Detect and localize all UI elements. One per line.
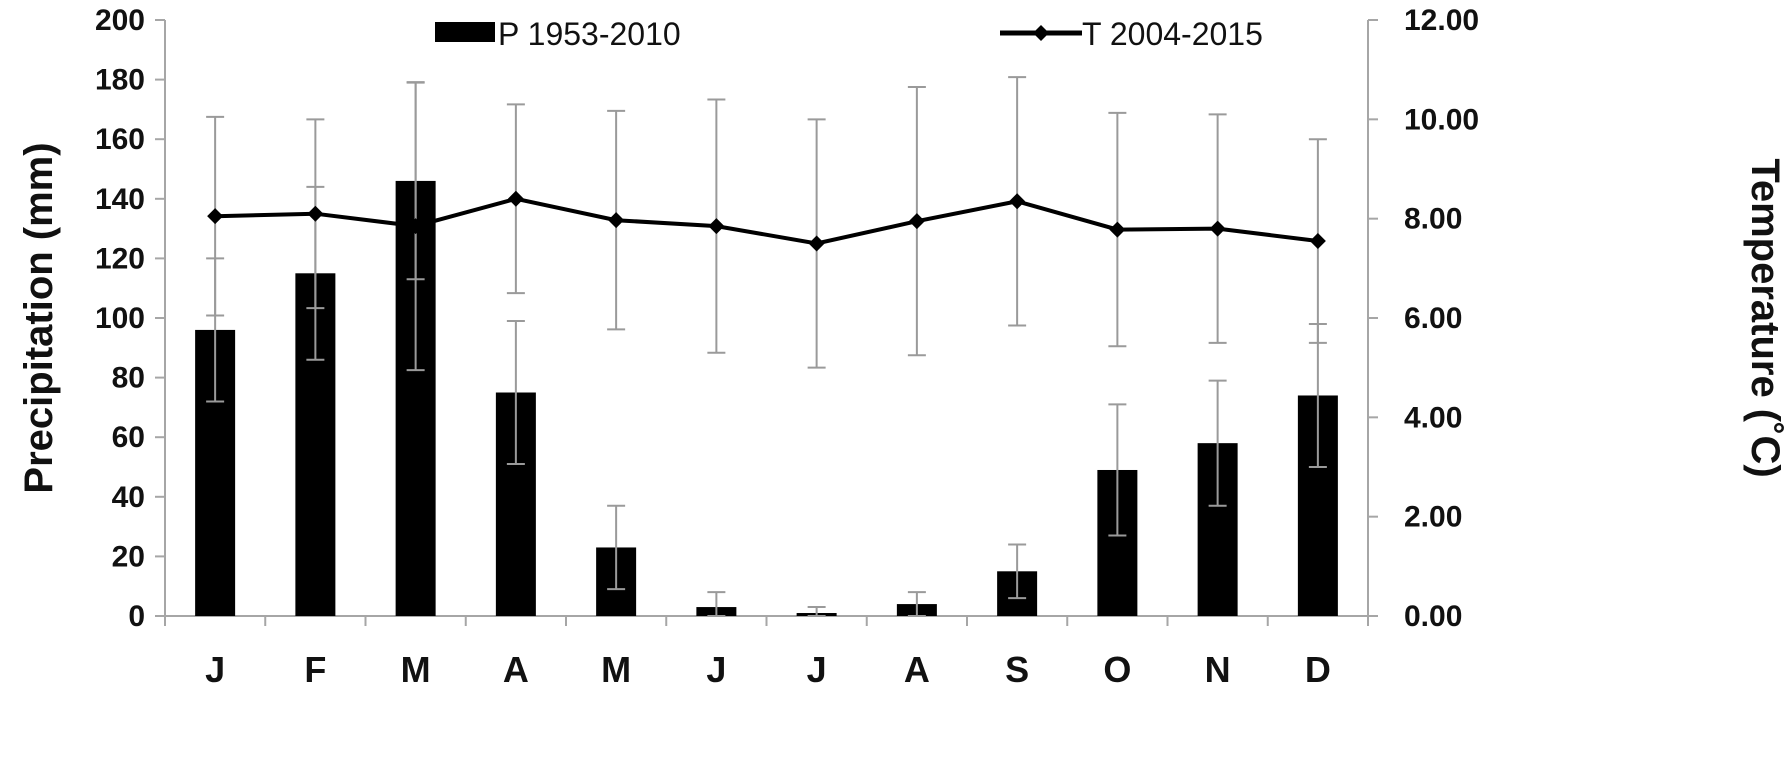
temperature-line	[207, 190, 1326, 252]
x-tick-label: N	[1205, 649, 1231, 690]
y2-tick-label: 4.00	[1404, 401, 1462, 434]
y-tick-label: 140	[95, 183, 145, 216]
temp-point	[307, 205, 324, 222]
y-tick-label: 40	[112, 481, 145, 514]
legend-label-temperature: T 2004-2015	[1082, 16, 1263, 52]
legend-bar-swatch	[435, 22, 495, 42]
temp-point	[708, 218, 725, 235]
y2-tick-label: 0.00	[1404, 600, 1462, 633]
x-tick-label: F	[304, 649, 326, 690]
precipitation-bars	[195, 180, 1338, 617]
temp-point	[1009, 193, 1026, 210]
y-tick-label: 180	[95, 64, 145, 97]
x-tick-label: S	[1005, 649, 1029, 690]
x-tick-label: A	[904, 649, 930, 690]
temp-point	[407, 218, 424, 235]
y-tick-label: 200	[95, 4, 145, 37]
y2-tick-label: 10.00	[1404, 103, 1479, 136]
legend-label-precipitation: P 1953-2010	[498, 16, 681, 52]
temp-line-path	[215, 196, 1319, 246]
x-tick-label: J	[205, 649, 225, 690]
x-tick-label: D	[1305, 649, 1331, 690]
y2-tick-label: 8.00	[1404, 203, 1462, 236]
x-tick-label: M	[601, 649, 631, 690]
legend: P 1953-2010 T 2004-2015	[435, 16, 1263, 52]
y-tick-label: 120	[95, 242, 145, 275]
y-tick-label: 100	[95, 302, 145, 335]
y-tick-label: 0	[128, 600, 145, 633]
x-tick-label: J	[706, 649, 726, 690]
y2-tick-label: 12.00	[1404, 4, 1479, 37]
temp-point	[908, 213, 925, 230]
y-tick-label: 20	[112, 540, 145, 573]
x-tick-label: A	[503, 649, 529, 690]
y-tick-label: 80	[112, 362, 145, 395]
error-bars	[206, 76, 1327, 617]
y-axis-title: Precipitation (mm)	[17, 142, 61, 493]
temp-point	[608, 212, 625, 229]
axes: 0 20 40 60 80 100 120 140 160 180 200 0.00 2.00 4.00 6…	[95, 4, 1479, 690]
y-tick-label: 60	[112, 421, 145, 454]
legend-line-marker	[1033, 25, 1049, 41]
temp-point	[1209, 220, 1226, 237]
x-tick-label: M	[401, 649, 431, 690]
y2-tick-label: 2.00	[1404, 501, 1462, 534]
x-tick-label: O	[1103, 649, 1131, 690]
temp-point	[1109, 221, 1126, 238]
y-tick-label: 160	[95, 123, 145, 156]
y2-tick-label: 6.00	[1404, 302, 1462, 335]
temp-point	[207, 208, 224, 225]
temp-point	[808, 235, 825, 252]
temp-point	[1309, 233, 1326, 250]
temp-point	[507, 190, 524, 207]
y2-axis-title: Temperature (˚C)	[1743, 158, 1787, 477]
x-tick-label: J	[807, 649, 827, 690]
